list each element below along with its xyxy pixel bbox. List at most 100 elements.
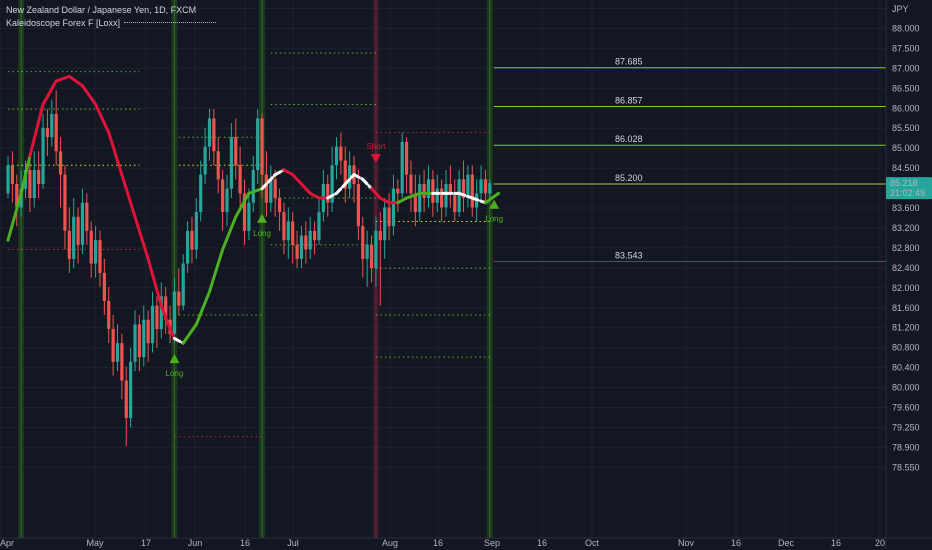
candle-body-89	[396, 188, 400, 194]
candle-body-21	[98, 240, 102, 273]
candle-53	[238, 146, 242, 208]
trend-segment-32	[361, 177, 374, 191]
trend-segment-0	[6, 191, 23, 242]
last-price: 85.218	[890, 178, 918, 188]
candle-40	[181, 254, 185, 311]
candle-body-38	[172, 291, 177, 334]
candle-body-91	[404, 141, 409, 175]
candle-25	[115, 324, 120, 372]
candle-83	[369, 235, 374, 283]
indicator-name[interactable]: Kaleidoscope Forex F [Loxx]	[6, 18, 121, 28]
price-axis-bg	[886, 0, 932, 550]
x-tick-9: 16	[537, 538, 547, 548]
trend-segment-20	[247, 187, 264, 195]
candle-69	[308, 216, 312, 259]
y-tick-23: 78.550	[892, 462, 920, 472]
candle-body-31	[142, 319, 146, 358]
candle-body-85	[378, 230, 382, 241]
candle-body-25	[115, 343, 120, 362]
candle-body-29	[133, 324, 137, 362]
candle-96	[426, 165, 431, 208]
indicator-dots	[124, 22, 217, 23]
candle-body-51	[229, 137, 233, 189]
x-tick-15: 20	[875, 538, 885, 548]
candle-body-96	[426, 179, 431, 199]
candle-body-35	[159, 296, 163, 330]
candle-body-92	[409, 174, 413, 194]
level-label-1: 86.857	[615, 95, 643, 105]
indicator-row[interactable]: Kaleidoscope Forex F [Loxx]	[6, 17, 217, 30]
candle-body-106	[470, 174, 474, 208]
candle-body-40	[181, 263, 185, 306]
candle-84	[374, 216, 378, 287]
candle-body-24	[111, 329, 115, 362]
trend-segment-36	[396, 196, 409, 205]
x-tick-0: Apr	[0, 538, 14, 548]
candle-23	[107, 286, 111, 344]
candle-body-14	[67, 230, 71, 259]
candle-body-94	[418, 184, 422, 213]
candle-body-54	[242, 193, 247, 231]
trend-segment-18	[221, 215, 238, 252]
candle-body-15	[72, 216, 76, 259]
signal-label-1: Long	[253, 229, 271, 238]
candle-32	[146, 310, 150, 362]
candle-0	[6, 155, 10, 199]
candle-body-64	[286, 221, 290, 241]
candle-52	[234, 118, 238, 180]
y-tick-15: 81.600	[892, 303, 920, 313]
candle-2	[15, 174, 19, 227]
candle-95	[422, 169, 426, 213]
candle-67	[299, 226, 304, 269]
candle-body-78	[348, 165, 352, 189]
candle-body-13	[63, 174, 67, 231]
candle-92	[409, 160, 413, 213]
trend-segment-15	[181, 322, 198, 345]
candle-body-70	[313, 230, 317, 241]
candle-body-74	[330, 165, 334, 203]
y-tick-3: 87.000	[892, 63, 920, 73]
candle-body-34	[155, 305, 159, 330]
x-tick-11: Nov	[678, 538, 695, 548]
trend-segment-13	[168, 327, 176, 340]
candle-61	[273, 169, 277, 217]
trend-segment-2	[28, 102, 45, 158]
candle-73	[326, 174, 330, 217]
candle-36	[164, 286, 168, 334]
trend-segment-34	[378, 196, 391, 205]
candle-30	[137, 315, 141, 372]
candle-body-57	[256, 118, 260, 170]
candle-91	[404, 137, 409, 194]
candle-46	[207, 109, 212, 161]
candle-105	[466, 165, 470, 208]
candle-110	[488, 179, 492, 199]
candle-77	[343, 146, 347, 203]
trend-segment-22	[273, 168, 286, 177]
candle-body-47	[212, 118, 216, 152]
candle-29	[133, 310, 137, 372]
symbol-title[interactable]: New Zealand Dollar / Japanese Yen, 1D, F…	[6, 5, 197, 15]
candle-body-36	[164, 296, 168, 320]
y-tick-17: 80.800	[892, 343, 920, 353]
candle-body-69	[308, 230, 312, 250]
x-tick-13: Dec	[778, 538, 795, 548]
candle-31	[142, 305, 146, 367]
y-tick-19: 80.000	[892, 383, 920, 393]
candle-64	[286, 207, 290, 259]
trend-segment-17	[207, 248, 225, 294]
trend-segment-31	[352, 173, 365, 181]
candle-102	[453, 179, 457, 222]
candle-15	[72, 198, 76, 269]
candle-body-84	[374, 230, 378, 269]
candle-76	[339, 132, 343, 175]
candle-5	[28, 155, 32, 213]
candle-56	[251, 155, 255, 213]
candle-21	[98, 230, 102, 287]
candle-27	[124, 366, 128, 447]
candle-33	[150, 291, 155, 353]
candle-45	[203, 127, 207, 184]
candle-85	[378, 212, 382, 306]
trend-segment-5	[67, 74, 84, 88]
